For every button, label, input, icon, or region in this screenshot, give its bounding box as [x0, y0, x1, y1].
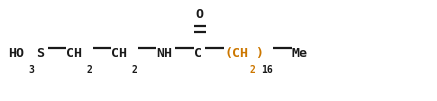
Text: NH: NH [156, 47, 173, 60]
Text: 2: 2 [87, 65, 92, 75]
Text: 16: 16 [261, 65, 273, 75]
Text: HO: HO [8, 47, 24, 60]
Text: ): ) [255, 47, 263, 60]
Text: S: S [36, 47, 44, 60]
Text: 2: 2 [250, 65, 256, 75]
Text: 3: 3 [29, 65, 35, 75]
Text: Me: Me [292, 47, 308, 60]
Text: O: O [196, 8, 204, 21]
Text: (CH: (CH [224, 47, 248, 60]
Text: CH: CH [111, 47, 128, 60]
Text: CH: CH [66, 47, 83, 60]
Text: 2: 2 [132, 65, 137, 75]
Text: C: C [194, 47, 202, 60]
